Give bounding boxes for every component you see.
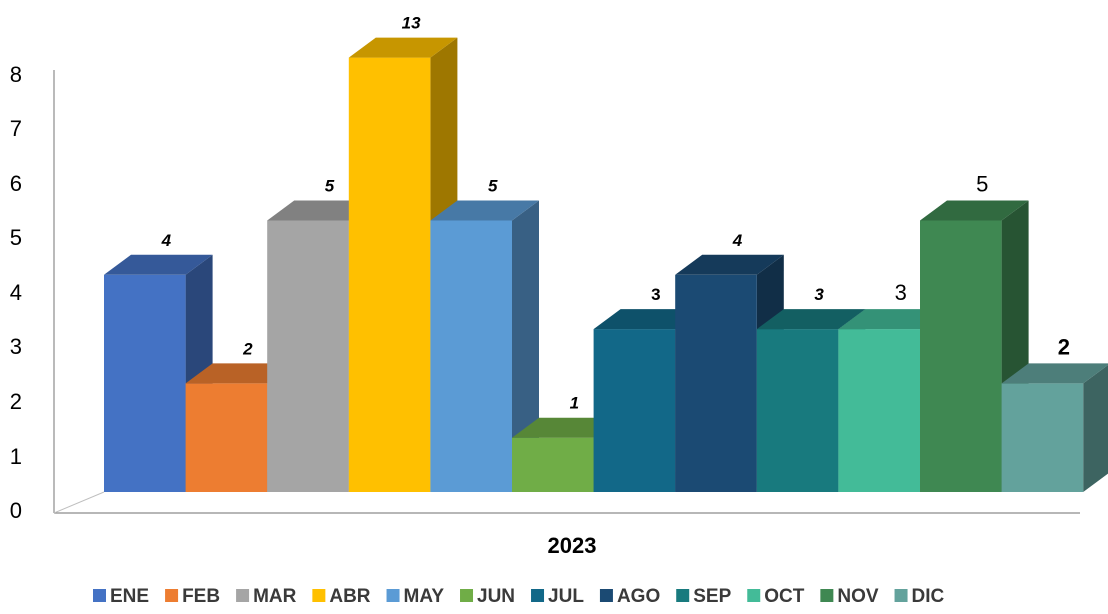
legend-label: OCT [764,586,805,607]
data-label-ene: 4 [161,231,172,250]
legend-item-sep: SEP [676,586,732,607]
legend-swatch [236,589,250,602]
bar-front-face [185,383,268,492]
legend-swatch [386,589,400,602]
data-label-may: 5 [488,177,498,196]
y-tick-label: 2 [10,389,22,414]
y-tick-label: 1 [10,444,22,469]
bar-oct [838,309,947,492]
legend-item-abr: ABR [312,586,371,607]
data-label-abr: 13 [402,14,421,33]
bar-front-face [512,437,594,492]
legend-label: ABR [329,586,370,607]
legend-swatch [894,589,908,602]
legend-item-ene: ENE [93,586,149,607]
legend-label: JUN [477,586,515,607]
legend-label: FEB [182,586,220,607]
bar-front-face [1001,383,1084,492]
legend-item-jul: JUL [531,586,584,607]
legend-swatch [312,589,326,602]
legend: ENE FEB MAR ABR MAY JUN JUL AGO SEP OCT NOV DIC [93,586,945,607]
legend-swatch [676,589,690,602]
legend-swatch [747,589,761,602]
legend-item-oct: OCT [747,586,805,607]
floor-edge-line [53,491,105,514]
legend-label: SEP [693,586,731,607]
legend-label: MAY [404,586,445,607]
data-label-jun: 1 [570,394,579,413]
y-tick-label: 8 [10,62,22,87]
bar-top-face [185,363,295,384]
legend-label: MAR [253,586,297,607]
y-tick-label: 5 [10,225,22,250]
data-label-feb: 2 [242,339,253,358]
data-label-jul: 3 [651,285,660,304]
y-tick-label: 7 [10,116,22,141]
legend-label: AGO [617,586,660,607]
data-label-mar: 5 [325,177,335,196]
legend-item-feb: FEB [165,586,220,607]
bar-top-face [838,309,947,330]
bar-front-face [838,329,920,492]
data-label-nov: 5 [976,172,988,197]
bar-side-face [512,200,539,492]
legend-item-may: MAY [386,586,445,607]
legend-label: JUL [548,586,584,607]
bar-front-face [104,274,186,492]
bar-top-face [104,254,213,275]
bar-front-face [920,220,1002,492]
legend-swatch [820,589,834,602]
data-label-sep: 3 [814,285,824,304]
legend-item-nov: NOV [820,586,879,607]
bar-top-face [675,254,784,275]
data-label-oct: 3 [895,280,907,305]
legend-label: DIC [912,586,945,607]
axes: 0 1 2 3 4 5 6 7 8 [10,62,1080,523]
bar-front-face [593,329,676,492]
legend-label: ENE [110,586,149,607]
x-axis-label: 2023 [548,533,597,558]
legend-swatch [165,589,179,602]
legend-item-dic: DIC [894,586,945,607]
legend-swatch [599,589,613,602]
legend-item-mar: MAR [236,586,297,607]
legend-swatch [531,589,545,602]
legend-item-jun: JUN [460,586,515,607]
y-tick-label: 3 [10,334,22,359]
bar-front-face [267,220,349,492]
legend-item-ago: AGO [599,586,660,607]
data-label-ago: 4 [732,231,743,250]
bar-front-face [430,220,512,492]
bar-top-face [348,37,458,58]
bar-may [430,200,539,492]
bar-front-face [675,274,757,492]
bar-top-face [512,417,621,438]
data-label-dic: 2 [1058,334,1070,359]
bar-top-face [267,200,376,221]
bar-top-face [920,200,1029,221]
bar-front-face [348,57,431,492]
bar-top-face [430,200,539,221]
bars [104,37,1108,492]
y-tick-label: 6 [10,171,22,196]
bar-side-face [1083,365,1108,492]
legend-swatch [460,589,474,602]
y-tick-label: 0 [10,498,22,523]
bar-top-face [756,309,866,330]
bar-top-face [1001,363,1108,384]
bar-top-face [593,309,703,330]
legend-swatch [93,589,106,602]
y-tick-label: 4 [10,280,22,305]
legend-label: NOV [837,586,879,607]
bar-dic [1001,363,1108,492]
bar-front-face [756,329,839,492]
